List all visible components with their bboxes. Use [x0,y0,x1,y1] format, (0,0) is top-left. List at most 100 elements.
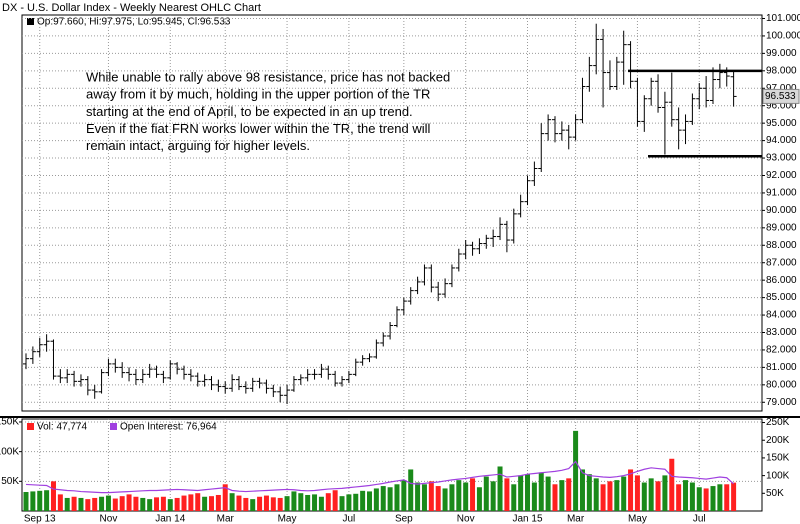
volume-bar [263,495,269,511]
y-tick-label: 88.000 [766,240,797,251]
volume-bar [140,497,146,511]
y-tick-label: 100K [0,446,19,457]
volume-bar [222,484,228,511]
x-tick-label: Jul [693,514,706,524]
y2-tick-label: 50K [766,488,784,499]
ohlc-legend: Op:97.660, Hi:97.975, Lo:95.945, Cl:96.5… [37,17,231,28]
volume-bar [456,480,462,511]
volume-bar [600,484,606,511]
legend-swatch [27,423,34,430]
volume-bar [449,484,455,511]
y-tick-label: 87.000 [766,257,797,268]
volume-bar [648,478,654,511]
volume-bar [312,494,318,511]
annotation-line: away from it by much, holding in the upp… [86,87,430,102]
volume-bar [401,480,407,511]
volume-bar [538,472,544,511]
volume-bar [236,495,242,511]
volume-bar [497,466,503,511]
x-tick-label: Mar [217,514,235,524]
y-tick-label: 89.000 [766,222,797,233]
y2-tick-label: 250K [766,417,790,428]
volume-bar [669,458,675,511]
volume-bar [696,487,702,511]
volume-bar [353,493,359,511]
volume-bar [119,496,125,511]
x-tick-label: Jan 15 [512,514,542,524]
volume-bar [566,478,572,511]
y-tick-label: 80.000 [766,379,797,390]
chart-title: DX - U.S. Dollar Index - Weekly Nearest … [2,2,261,14]
annotation: While unable to rally above 98 resistanc… [86,69,450,153]
volume-bar [64,497,70,511]
volume-bar [57,494,63,511]
volume-bar [50,481,56,511]
annotation-line: starting at the end of April, to be expe… [86,104,413,119]
volume-bar [44,490,50,511]
volume-bar [373,488,379,511]
volume-bar [387,487,393,511]
y-tick-label: 95.000 [766,118,797,129]
x-tick-label: Nov [100,514,118,524]
volume-bar [428,481,434,511]
volume-bar [367,491,372,511]
y-tick-label: 96.000 [766,100,797,111]
price-panel [21,14,763,412]
x-tick-label: Jul [342,514,355,524]
y-tick-label: 92.000 [766,170,797,181]
volume-bar [607,481,613,511]
open-interest-line [25,460,735,494]
volume-bar [511,484,517,511]
volume-bar [710,486,716,511]
y-tick-label: 50K [1,476,19,487]
y-tick-label: 101.000 [766,13,800,24]
volume-bar [504,478,510,511]
volume-bar [683,480,689,511]
volume-bar [490,481,496,511]
x-tick-label: Sep 13 [24,514,56,524]
volume-bar [408,469,414,511]
volume-bar [174,497,180,511]
legend-swatch [27,18,34,25]
volume-bar [105,495,111,511]
volume-bar [23,492,29,511]
y-tick-label: 100.000 [766,31,800,42]
y2-tick-label: 100K [766,470,790,481]
annotation-line: remain intact, arguing for higher levels… [86,138,310,153]
y-tick-label: 93.000 [766,153,797,164]
volume-bar [257,496,263,511]
volume-bar [99,496,105,511]
volume-bar [332,490,338,511]
y-tick-label: 86.000 [766,275,797,286]
volume-legend: Vol: 47,774 [37,422,87,433]
volume-bar [270,497,276,511]
volume-bar [628,469,634,511]
volume-bar [579,469,585,511]
volume-bar [243,497,249,511]
volume-bar [195,493,201,511]
volume-bar [284,496,290,511]
volume-bar [380,486,386,511]
x-tick-label: Jan 14 [155,514,185,524]
y-tick-label: 84.000 [766,310,797,321]
x-tick-label: Mar [567,514,585,524]
volume-bar [167,499,173,511]
volume-bar [126,494,132,511]
volume-bar [112,498,118,511]
volume-bar [85,499,91,511]
y-tick-label: 99.000 [766,48,797,59]
volume-bar [614,480,620,511]
volume-bar [250,499,256,511]
volume-bar [476,487,482,511]
last-price-label: 96.533 [765,91,796,102]
volume-bar [641,482,647,511]
volume-bar [435,486,441,511]
volume-bar [415,482,421,511]
y-tick-label: 82.000 [766,345,797,356]
volume-bar [421,484,427,511]
volume-bar [298,493,304,511]
x-tick-label: May [278,514,297,524]
volume-bar [277,497,283,511]
